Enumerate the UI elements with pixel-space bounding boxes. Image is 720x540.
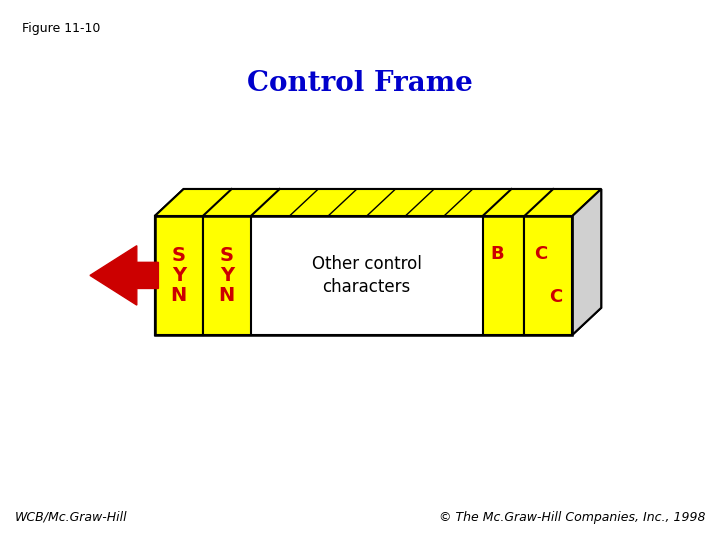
Text: C: C — [549, 288, 562, 306]
FancyBboxPatch shape — [524, 216, 572, 335]
Text: B: B — [490, 245, 504, 263]
Text: © The Mc.Graw-Hill Companies, Inc., 1998: © The Mc.Graw-Hill Companies, Inc., 1998 — [439, 511, 706, 524]
Text: S
Y
N: S Y N — [219, 246, 235, 305]
Text: Other control
characters: Other control characters — [312, 255, 422, 295]
Text: Figure 11-10: Figure 11-10 — [22, 22, 100, 35]
FancyBboxPatch shape — [482, 216, 524, 335]
Polygon shape — [155, 189, 601, 216]
Text: Control Frame: Control Frame — [247, 70, 473, 97]
Polygon shape — [572, 189, 601, 335]
Polygon shape — [155, 189, 601, 216]
Text: S
Y
N: S Y N — [171, 246, 187, 305]
FancyBboxPatch shape — [203, 216, 251, 335]
Text: WCB/Mc.Graw-Hill: WCB/Mc.Graw-Hill — [14, 511, 127, 524]
Polygon shape — [90, 246, 158, 305]
Text: C: C — [534, 245, 548, 263]
Polygon shape — [572, 189, 601, 335]
FancyBboxPatch shape — [155, 216, 203, 335]
FancyBboxPatch shape — [155, 216, 572, 335]
